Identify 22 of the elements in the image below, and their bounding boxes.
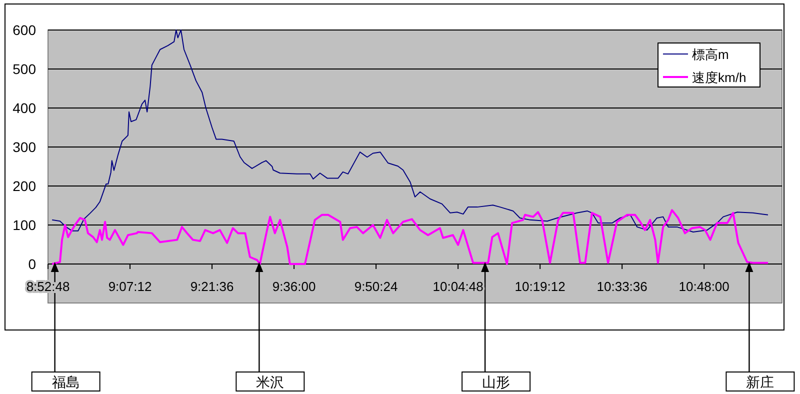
y-tick-label: 500	[12, 61, 36, 77]
annotation: 福島	[52, 374, 80, 390]
x-tick-label: 10:48:00	[678, 279, 730, 294]
x-tick-label: 10:33:36	[596, 279, 648, 294]
x-tick-label: 9:21:36	[190, 279, 234, 294]
annotation: 山形	[482, 374, 510, 390]
annotation: 新庄	[746, 374, 774, 390]
y-tick-label: 200	[12, 178, 36, 194]
x-tick-label: 10:04:48	[432, 279, 484, 294]
annotation: 米沢	[256, 374, 284, 390]
y-tick-label: 100	[12, 217, 36, 233]
y-tick-label: 0	[28, 256, 36, 272]
x-tick-label: 10:19:12	[514, 279, 566, 294]
y-tick-label: 400	[12, 100, 36, 116]
legend-label: 標高m	[692, 47, 729, 62]
x-tick-label: 9:07:12	[108, 279, 152, 294]
y-tick-label: 300	[12, 139, 36, 155]
line-series	[52, 30, 768, 233]
x-tick-label: 9:50:24	[354, 279, 398, 294]
legend-label: 速度km/h	[692, 70, 746, 85]
y-tick-label: 600	[12, 22, 36, 38]
x-tick-label: 9:36:00	[272, 279, 316, 294]
